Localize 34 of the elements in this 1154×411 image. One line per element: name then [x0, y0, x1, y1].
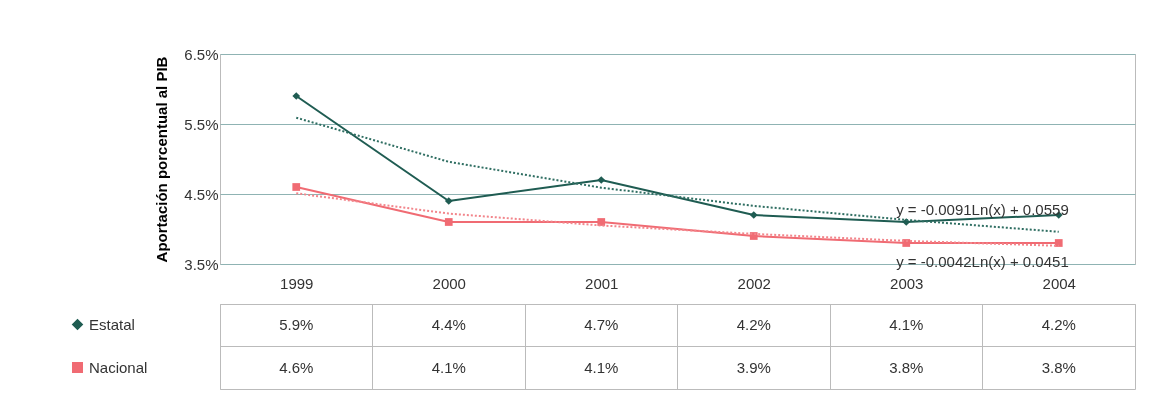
- x-tick-label: 2004: [1042, 274, 1076, 292]
- point: [444, 218, 453, 226]
- y-tick-label: 5.5%: [184, 115, 219, 133]
- point: [749, 211, 758, 219]
- data-label: 4.2%: [1041, 316, 1076, 334]
- y-tick-label: 3.5%: [184, 255, 219, 273]
- x-tick-label: 2003: [890, 274, 924, 292]
- legend-label: Estatal: [89, 315, 135, 333]
- x-tick-label: 2002: [737, 274, 771, 292]
- y-axis-title: Aportación porcentual al PIB: [153, 56, 171, 263]
- x-tick-label: 1999: [280, 274, 314, 292]
- point: [1054, 239, 1063, 247]
- point: [597, 176, 606, 184]
- y-tick-label: 4.5%: [184, 185, 219, 203]
- data-label: 3.9%: [736, 358, 771, 376]
- x-tick-label: 2000: [432, 274, 466, 292]
- data-label: 4.2%: [736, 316, 771, 334]
- data-label: 4.1%: [584, 358, 619, 376]
- data-label: 3.8%: [889, 358, 924, 376]
- data-label: 3.8%: [1041, 358, 1076, 376]
- y-tick-label: 6.5%: [184, 45, 219, 63]
- x-tick-label: 2001: [585, 274, 619, 292]
- series-label: y = -0.0091Ln(x) + 0.0559: [896, 200, 1069, 218]
- data-label: 4.1%: [889, 316, 924, 334]
- data-label: 4.1%: [431, 358, 466, 376]
- point: [292, 183, 301, 191]
- data-label: 4.4%: [431, 316, 466, 334]
- data-label: 4.6%: [279, 358, 314, 376]
- point: [444, 197, 453, 205]
- data-label: 4.7%: [584, 316, 619, 334]
- point: [292, 92, 301, 100]
- series-label: y = -0.0042Ln(x) + 0.0451: [896, 252, 1069, 270]
- legend-label: Nacional: [89, 358, 148, 376]
- data-label: 5.9%: [279, 316, 314, 334]
